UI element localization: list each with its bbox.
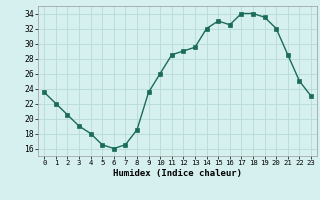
X-axis label: Humidex (Indice chaleur): Humidex (Indice chaleur) (113, 169, 242, 178)
